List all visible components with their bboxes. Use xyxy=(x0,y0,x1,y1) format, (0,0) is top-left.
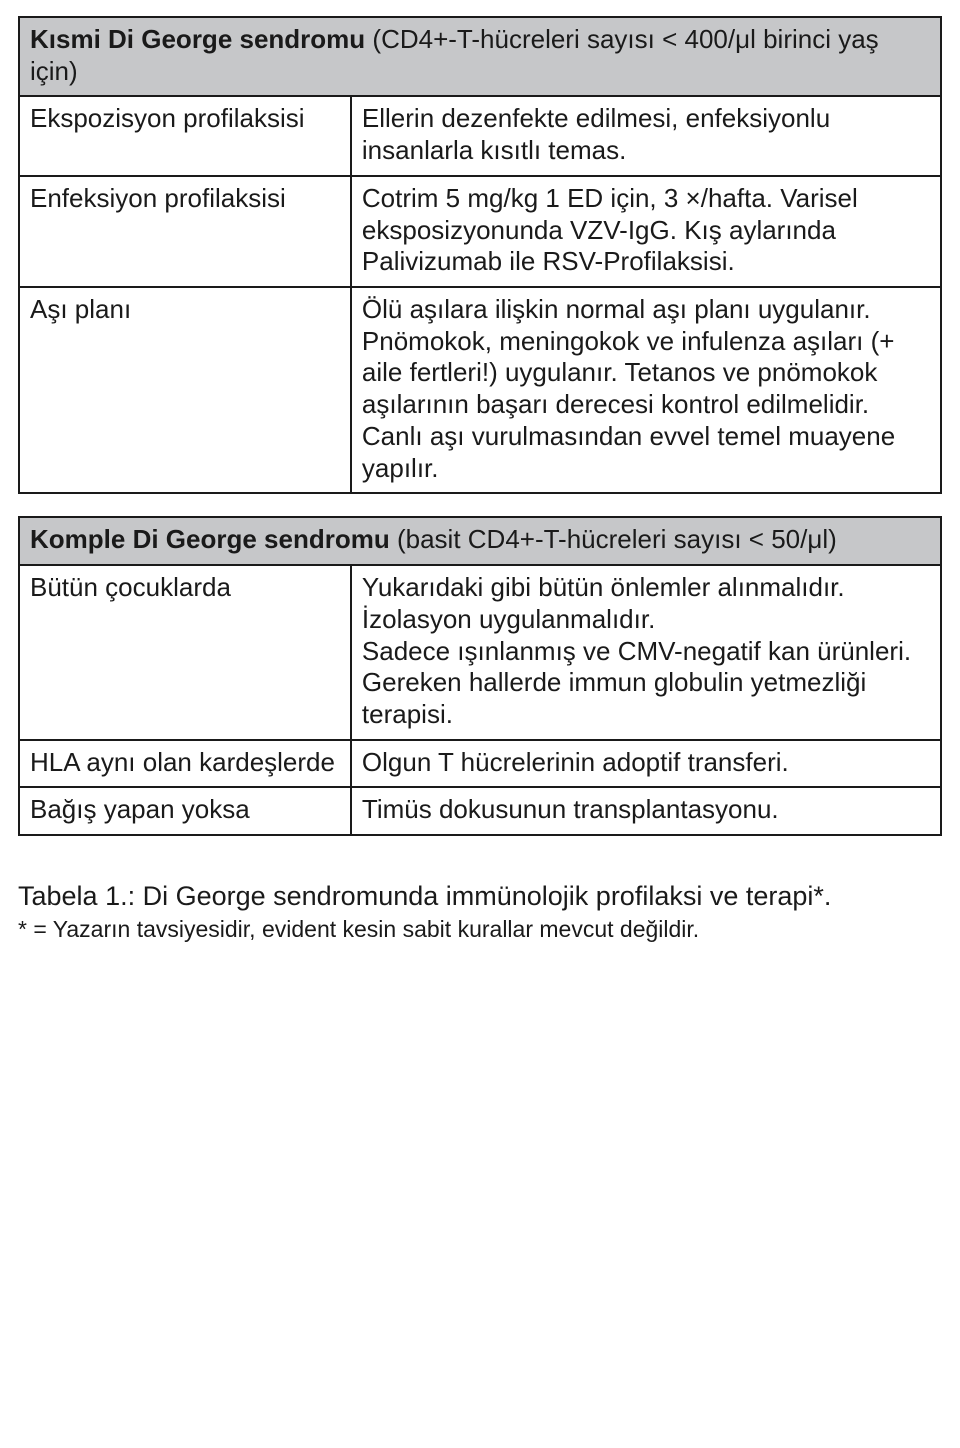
row-value: Ellerin dezenfekte edilmesi, enfeksiyonl… xyxy=(351,96,941,175)
row-value: Ölü aşılara ilişkin normal aşı planı uyg… xyxy=(351,287,941,493)
table-partial-syndrome: Kısmi Di George sendromu (CD4+-T-hücrele… xyxy=(18,16,942,494)
caption-note: * = Yazarın tavsiyesidir, evident kesin … xyxy=(18,915,942,943)
row-value: Timüs dokusunun transplantasyonu. xyxy=(351,787,941,835)
table1-header-bold: Kısmi Di George sendromu xyxy=(30,24,365,54)
row-label: Bağış yapan yoksa xyxy=(19,787,351,835)
table2-header-bold: Komple Di George sendromu xyxy=(30,524,390,554)
row-value: Olgun T hücrelerinin adoptif transferi. xyxy=(351,740,941,788)
row-label: Aşı planı xyxy=(19,287,351,493)
row-label: Enfeksiyon profilaksisi xyxy=(19,176,351,287)
table-complete-syndrome: Komple Di George sendromu (basit CD4+-T-… xyxy=(18,516,942,836)
row-label: HLA aynı olan kardeşlerde xyxy=(19,740,351,788)
table-row: Enfeksiyon profilaksisi Cotrim 5 mg/kg 1… xyxy=(19,176,941,287)
caption-title: Tabela 1.: Di George sendromunda immünol… xyxy=(18,880,942,913)
table2-header: Komple Di George sendromu (basit CD4+-T-… xyxy=(19,517,941,565)
table-row: HLA aynı olan kardeşlerde Olgun T hücrel… xyxy=(19,740,941,788)
row-value: Yukarıdaki gibi bütün önlemler alınmalıd… xyxy=(351,565,941,740)
row-label: Bütün çocuklarda xyxy=(19,565,351,740)
row-label: Ekspozisyon profilaksisi xyxy=(19,96,351,175)
table1-header: Kısmi Di George sendromu (CD4+-T-hücrele… xyxy=(19,17,941,96)
table-row: Bağış yapan yoksa Timüs dokusunun transp… xyxy=(19,787,941,835)
table-row: Bütün çocuklarda Yukarıdaki gibi bütün ö… xyxy=(19,565,941,740)
table-row: Aşı planı Ölü aşılara ilişkin normal aşı… xyxy=(19,287,941,493)
table2-header-rest: (basit CD4+-T-hücreleri sayısı < 50/μl) xyxy=(390,524,837,554)
row-value: Cotrim 5 mg/kg 1 ED için, 3 ×/hafta. Var… xyxy=(351,176,941,287)
table-row: Ekspozisyon profilaksisi Ellerin dezenfe… xyxy=(19,96,941,175)
table-caption: Tabela 1.: Di George sendromunda immünol… xyxy=(18,880,942,943)
